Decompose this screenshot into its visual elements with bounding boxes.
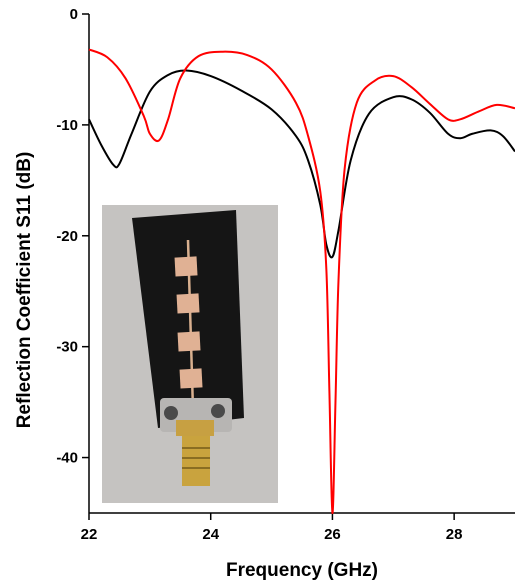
x-tick-label: 28: [446, 526, 463, 543]
y-tick-label: -40: [56, 450, 78, 467]
y-tick-label: -10: [56, 117, 78, 134]
x-axis-title: Frequency (GHz): [226, 560, 378, 581]
y-tick-label: -30: [56, 339, 78, 356]
y-axis-title: Reflection Coefficient S11 (dB): [14, 152, 35, 429]
series-line-2: [88, 48, 515, 515]
x-tick-label: 22: [81, 526, 98, 543]
y-tick-label: -20: [56, 228, 78, 245]
x-tick-label: 26: [324, 526, 341, 543]
x-tick-label: 24: [202, 526, 219, 543]
y-tick-label: 0: [70, 6, 78, 23]
antenna-photo-inset: [102, 205, 278, 503]
